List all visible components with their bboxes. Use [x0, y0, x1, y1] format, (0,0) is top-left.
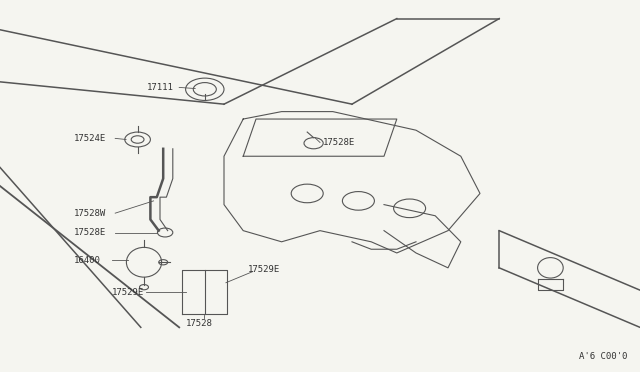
Text: 17111: 17111: [147, 83, 174, 92]
Text: 17528E: 17528E: [323, 138, 355, 147]
Text: A'6 C00'0: A'6 C00'0: [579, 352, 627, 361]
Text: 17529E: 17529E: [112, 288, 144, 296]
Text: 17529E: 17529E: [248, 265, 280, 274]
Text: 17528: 17528: [186, 319, 212, 328]
Text: 17528E: 17528E: [74, 228, 106, 237]
Text: 17528W: 17528W: [74, 209, 106, 218]
Text: 17524E: 17524E: [74, 134, 106, 143]
Text: 16400: 16400: [74, 256, 100, 265]
